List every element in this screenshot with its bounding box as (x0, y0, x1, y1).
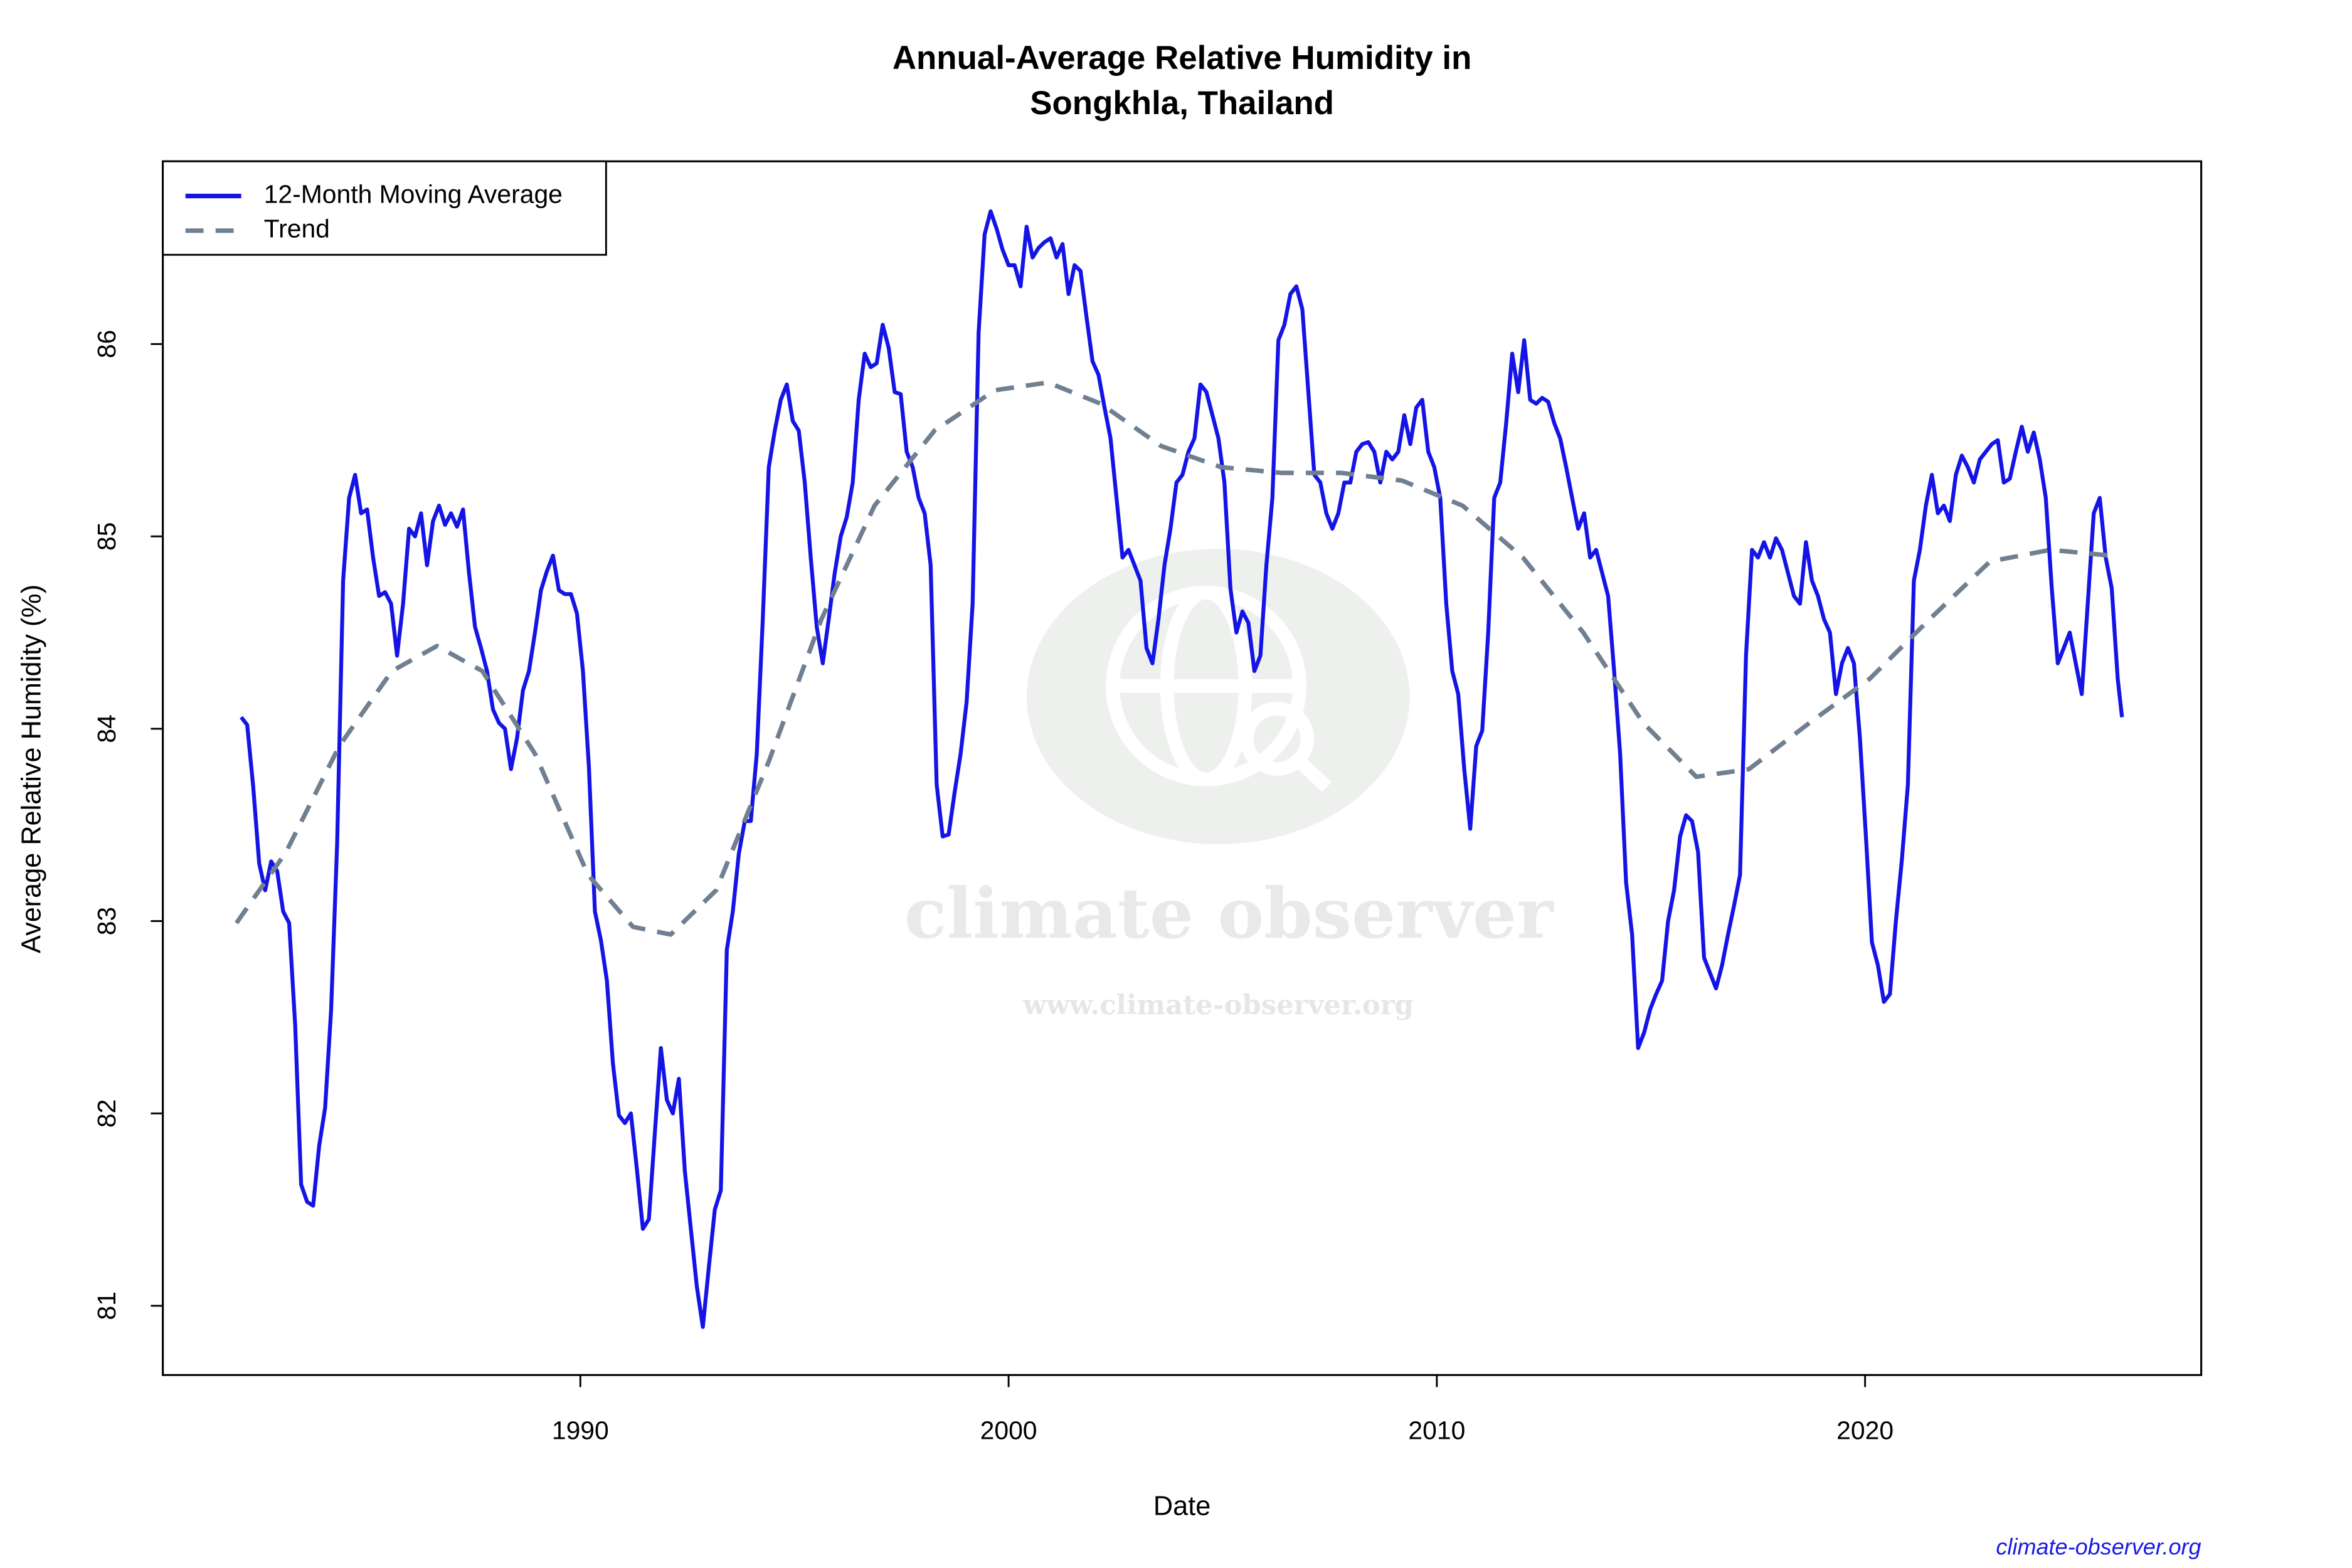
watermark-icon (1106, 585, 1332, 792)
y-tick-label: 81 (92, 1291, 121, 1320)
y-axis-label: Average Relative Humidity (%) (16, 585, 46, 953)
y-tick-label: 84 (92, 714, 121, 743)
y-tick-label: 85 (92, 522, 121, 550)
legend-label: Trend (264, 215, 330, 243)
legend-label: 12-Month Moving Average (264, 179, 563, 208)
legend-box (162, 160, 607, 256)
watermark: climate observer www.climate-observer.or… (904, 549, 1554, 1021)
y-tick-label: 83 (92, 907, 121, 935)
series-line (235, 380, 2111, 937)
watermark-text: climate observer (904, 873, 1554, 955)
source-note: climate-observer.org (1996, 1534, 2201, 1559)
legend: 12-Month Moving Average Trend (162, 160, 607, 256)
series-line (240, 209, 2124, 1329)
chart-title: Annual-Average Relative Humidity in (893, 40, 1472, 77)
x-axis-label: Date (1153, 1491, 1210, 1521)
y-tick-label: 82 (92, 1099, 121, 1128)
plot-area (235, 209, 2124, 1329)
x-tick-label: 2010 (1408, 1416, 1465, 1444)
x-tick-label: 2000 (980, 1416, 1037, 1444)
watermark-url: www.climate-observer.org (1022, 989, 1414, 1021)
y-tick-label: 86 (92, 330, 121, 358)
chart-title: Songkhla, Thailand (1030, 85, 1334, 122)
plot-frame (162, 160, 2203, 1376)
x-tick-label: 1990 (552, 1416, 609, 1444)
x-tick-label: 2020 (1836, 1416, 1894, 1444)
